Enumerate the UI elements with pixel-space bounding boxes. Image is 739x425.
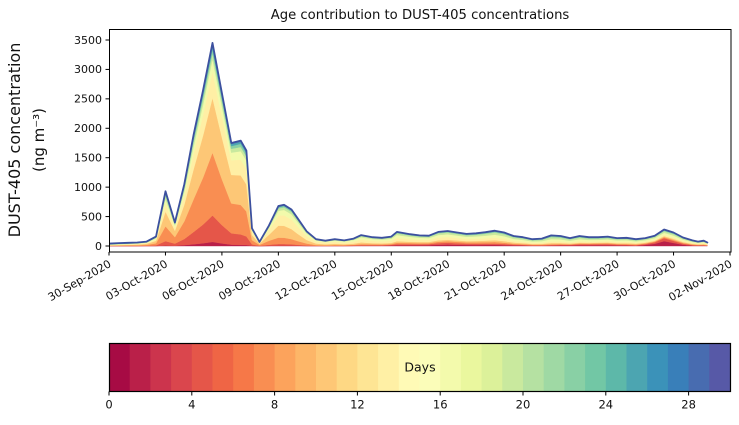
colorbar-tick-label: 28 bbox=[681, 398, 696, 412]
colorbar-segment bbox=[129, 343, 151, 392]
colorbar-segment bbox=[502, 343, 524, 392]
colorbar-segment bbox=[460, 343, 483, 392]
colorbar-tick-label: 16 bbox=[433, 398, 448, 412]
x-tick-label: 24-Oct-2020 bbox=[499, 257, 565, 303]
colorbar-segment bbox=[481, 343, 503, 392]
y-tick-label: 1500 bbox=[74, 152, 102, 165]
x-tick-label: 18-Oct-2020 bbox=[386, 257, 452, 303]
y-tick-label: 3500 bbox=[74, 34, 102, 47]
colorbar-segment bbox=[316, 343, 338, 392]
colorbar-segment bbox=[398, 343, 421, 392]
colorbar-segment bbox=[709, 343, 731, 392]
colorbar-segment bbox=[605, 343, 628, 392]
colorbar-segment bbox=[336, 343, 358, 392]
colorbar-frame bbox=[108, 342, 732, 393]
colorbar-segment bbox=[212, 343, 234, 392]
x-axis-ticks: 30-Sep-202003-Oct-202006-Oct-202009-Oct-… bbox=[46, 252, 735, 304]
colorbar-label: Days bbox=[404, 360, 435, 375]
colorbar-segment bbox=[378, 343, 400, 392]
colorbar-segment bbox=[419, 343, 441, 392]
y-tick-label: 2000 bbox=[74, 122, 102, 135]
colorbar-segment bbox=[585, 343, 607, 392]
colorbar-tick-label: 4 bbox=[188, 398, 195, 412]
colorbar-segment bbox=[171, 343, 193, 392]
chart-title: Age contribution to DUST-405 concentrati… bbox=[271, 8, 570, 23]
colorbar-segment bbox=[440, 343, 462, 392]
colorbar-ticks: 0 4 8 12 16 20 24 28 bbox=[105, 391, 696, 412]
colorbar-segment bbox=[274, 343, 296, 392]
x-tick-label: 09-Oct-2020 bbox=[216, 257, 282, 303]
x-tick-label: 21-Oct-2020 bbox=[442, 257, 508, 303]
colorbar-tick-label: 24 bbox=[598, 398, 613, 412]
colorbar-segment bbox=[191, 343, 214, 392]
colorbar-segment bbox=[564, 343, 586, 392]
y-tick-label: 500 bbox=[81, 210, 102, 223]
y-axis-ticks: 0 500 1000 1500 2000 2500 3000 3500 bbox=[74, 34, 109, 253]
colorbar-segment bbox=[295, 343, 317, 392]
colorbar-tick-label: 12 bbox=[350, 398, 365, 412]
colorbar-tick-label: 8 bbox=[271, 398, 278, 412]
y-tick-label: 1000 bbox=[74, 181, 102, 194]
colorbar-segment bbox=[667, 343, 690, 392]
x-tick-label: 30-Sep-2020 bbox=[46, 257, 114, 304]
x-tick-label: 15-Oct-2020 bbox=[329, 257, 395, 303]
colorbar-segment bbox=[647, 343, 669, 392]
x-tick-label: 06-Oct-2020 bbox=[160, 257, 226, 303]
stacked-area-layers bbox=[109, 42, 709, 247]
y-tick-label: 0 bbox=[95, 240, 102, 253]
colorbar-tick-label: 0 bbox=[105, 398, 112, 412]
colorbar-segment bbox=[688, 343, 710, 392]
x-tick-label: 02-Nov-2020 bbox=[666, 257, 734, 304]
colorbar-segment bbox=[233, 343, 255, 392]
colorbar-segment bbox=[253, 343, 276, 392]
colorbar-segment bbox=[357, 343, 379, 392]
y-axis-label: DUST-405 concentration bbox=[5, 43, 24, 238]
colorbar-segment bbox=[109, 343, 131, 392]
plot-frame bbox=[109, 29, 732, 253]
y-tick-label: 3000 bbox=[74, 63, 102, 76]
total-concentration-line bbox=[109, 42, 709, 245]
colorbar-segment bbox=[150, 343, 172, 392]
colorbar-tick-label: 20 bbox=[516, 398, 531, 412]
x-tick-label: 27-Oct-2020 bbox=[555, 257, 621, 303]
colorbar-segment bbox=[543, 343, 565, 392]
y-axis-label-units: (ng m⁻³) bbox=[30, 108, 48, 172]
x-tick-label: 03-Oct-2020 bbox=[103, 257, 169, 303]
x-tick-label: 12-Oct-2020 bbox=[273, 257, 339, 303]
colorbar-segment bbox=[626, 343, 648, 392]
colorbar bbox=[109, 343, 731, 392]
colorbar-segment bbox=[523, 343, 545, 392]
y-tick-label: 2500 bbox=[74, 93, 102, 106]
